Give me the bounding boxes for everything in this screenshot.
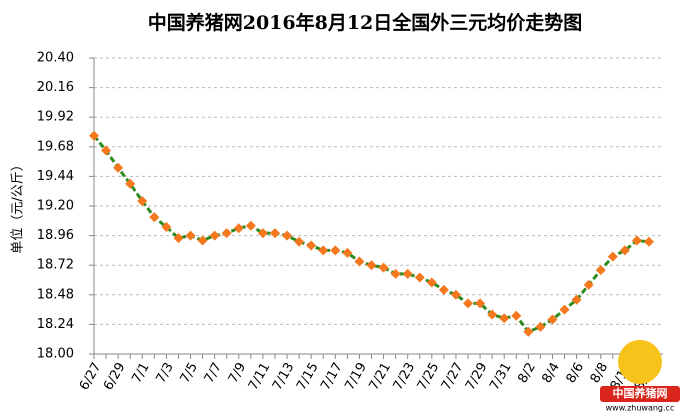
- marker: [197, 235, 208, 246]
- marker: [487, 309, 498, 320]
- marker: [101, 145, 112, 156]
- marker: [306, 240, 317, 251]
- marker: [294, 236, 305, 247]
- y-tick-label: 20.40: [37, 51, 74, 66]
- x-tick-label: 7/21: [366, 360, 394, 393]
- y-tick-label: 18.24: [37, 317, 74, 332]
- marker: [595, 265, 606, 276]
- marker: [499, 313, 510, 324]
- marker: [282, 230, 293, 241]
- marker: [173, 233, 184, 244]
- x-tick-label: 7/17: [318, 360, 346, 393]
- logo-banner: [600, 386, 680, 402]
- marker: [378, 262, 389, 273]
- watermark: 中国养猪网 www.zhuwang.cc: [600, 340, 680, 413]
- x-tick-label: 8/8: [588, 360, 611, 386]
- marker: [221, 228, 232, 239]
- x-tick-label: 7/7: [202, 360, 225, 386]
- marker: [245, 220, 256, 231]
- x-tick-label: 8/2: [515, 360, 538, 386]
- x-tick-label: 8/4: [540, 360, 563, 386]
- x-tick-label: 7/9: [226, 360, 249, 386]
- marker: [402, 268, 413, 279]
- marker: [366, 260, 377, 271]
- y-tick-label: 18.48: [37, 287, 74, 302]
- marker: [571, 294, 582, 305]
- marker: [390, 268, 401, 279]
- marker: [426, 277, 437, 288]
- x-tick-label: 7/27: [439, 360, 467, 393]
- x-tick-label: 7/29: [463, 360, 491, 393]
- marker: [125, 178, 136, 189]
- marker: [233, 223, 244, 234]
- x-tick-label: 7/19: [342, 360, 370, 393]
- y-tick-label: 19.20: [37, 199, 74, 214]
- watermark-brand: 中国养猪网: [613, 386, 668, 400]
- marker: [137, 196, 148, 207]
- marker: [619, 245, 630, 256]
- marker: [414, 272, 425, 283]
- x-tick-label: 7/13: [270, 360, 298, 393]
- marker: [149, 212, 160, 223]
- y-tick-label: 18.72: [37, 258, 74, 273]
- x-tick-label: 6/27: [77, 360, 105, 393]
- logo: [618, 340, 662, 384]
- y-tick-label: 19.68: [37, 139, 74, 154]
- marker: [330, 245, 341, 256]
- marker: [583, 279, 594, 290]
- y-tick-label: 18.96: [37, 228, 74, 243]
- x-tick-label: 8/6: [564, 360, 587, 386]
- marker: [631, 235, 642, 246]
- x-tick-label: 7/31: [487, 360, 515, 393]
- marker: [644, 236, 654, 247]
- x-tick-label: 7/15: [294, 360, 322, 393]
- marker: [450, 289, 461, 300]
- y-tick-label: 18.00: [37, 347, 74, 362]
- y-tick-label: 19.44: [37, 169, 74, 184]
- x-tick-label: 7/11: [246, 360, 274, 393]
- x-tick-label: 7/25: [415, 360, 443, 393]
- marker: [511, 310, 522, 321]
- marker: [269, 228, 280, 239]
- line: [92, 134, 650, 334]
- marker: [559, 304, 570, 315]
- chart-title: 中国养猪网2016年8月12日全国外三元均价走势图: [148, 11, 583, 34]
- marker: [523, 326, 534, 337]
- marker: [438, 284, 449, 295]
- marker: [354, 256, 365, 267]
- y-tick-label: 19.92: [37, 110, 74, 125]
- x-tick-label: 7/3: [153, 360, 176, 386]
- marker: [535, 321, 546, 332]
- x-tick-label: 7/23: [391, 360, 419, 393]
- marker: [547, 314, 558, 325]
- x-tick-label: 7/1: [129, 360, 152, 386]
- marker: [342, 247, 353, 258]
- y-axis-label: 单位（元/公斤）: [11, 158, 26, 253]
- marker: [463, 298, 474, 309]
- marker: [89, 130, 99, 141]
- y-tick-label: 20.16: [37, 80, 74, 95]
- x-tick-label: 7/5: [178, 360, 201, 386]
- marker: [475, 298, 486, 309]
- marker: [607, 251, 618, 262]
- marker: [113, 162, 124, 173]
- watermark-url: www.zhuwang.cc: [606, 404, 675, 413]
- marker: [257, 228, 268, 239]
- marker: [318, 245, 329, 256]
- marker: [161, 221, 172, 232]
- x-tick-label: 6/29: [101, 360, 129, 393]
- marker: [209, 230, 220, 241]
- marker: [185, 230, 196, 241]
